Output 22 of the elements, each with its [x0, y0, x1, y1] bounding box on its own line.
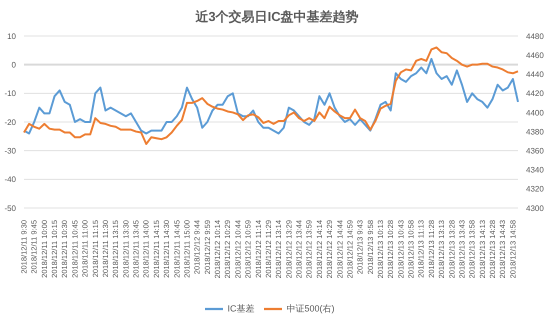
legend-label: IC基差 [227, 303, 254, 314]
legend-label: 中证500(右) [286, 303, 334, 314]
y-tick-label: -40 [4, 175, 17, 184]
y-tick-label: -30 [4, 146, 17, 156]
chart-title: 近3个交易日IC盘中基差趋势 [194, 8, 360, 26]
line-series [23, 46, 519, 145]
y-tick-label: 10 [7, 32, 17, 41]
y2-tick-label: 4440 [526, 70, 544, 80]
y-tick-label: 0 [12, 60, 17, 70]
y2-tick-label: 4360 [526, 146, 544, 156]
y2-tick-label: 4420 [526, 89, 544, 98]
y2-tick-label: 4480 [526, 32, 544, 41]
y2-tick-label: 4460 [526, 50, 544, 60]
y2-tick-label: 4380 [526, 127, 544, 136]
y2-tick-label: 4300 [526, 204, 544, 213]
y2-tick-label: 4320 [526, 184, 544, 194]
y2-tick-label: 4400 [526, 108, 544, 118]
y-tick-label: -20 [4, 118, 17, 127]
line-series [23, 58, 519, 134]
y-tick-label: -10 [4, 89, 17, 98]
y-tick-label: -50 [4, 204, 17, 213]
y2-tick-label: 4340 [526, 166, 544, 175]
